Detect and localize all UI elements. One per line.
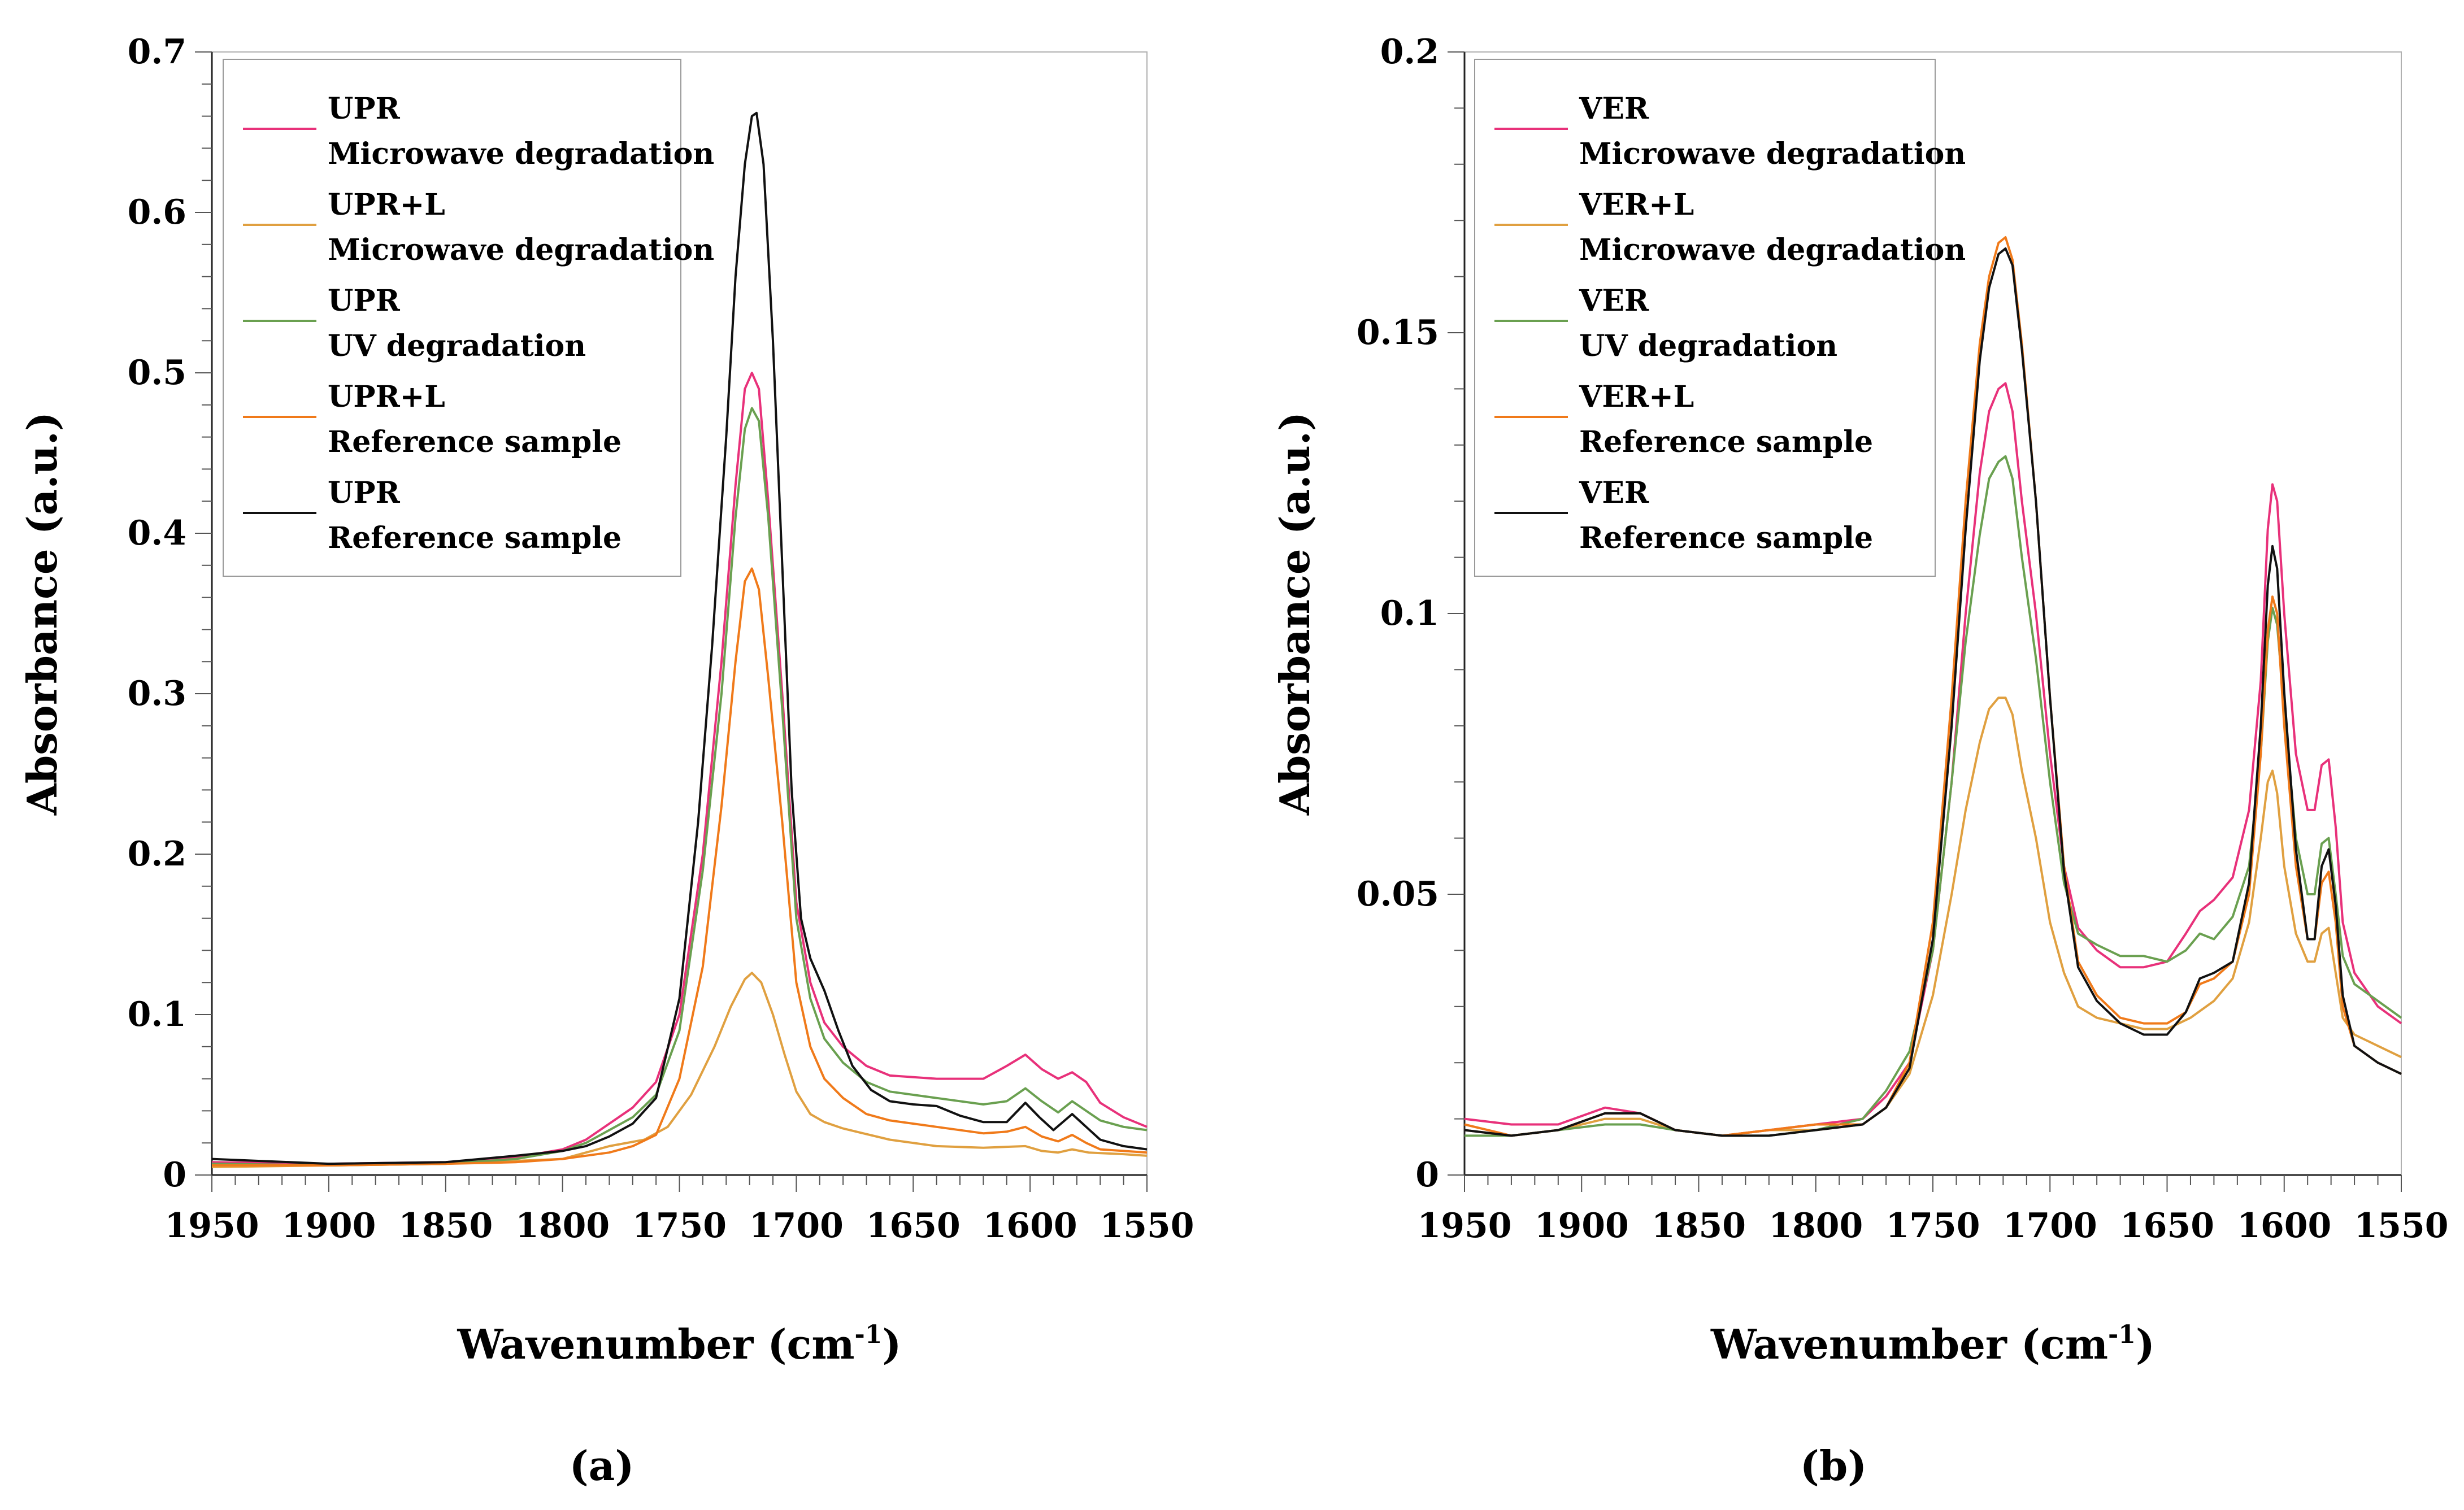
x-tick-label: 1800 <box>515 1206 610 1246</box>
series-line-4 <box>212 567 1148 1167</box>
x-tick-label: 1850 <box>1652 1206 1746 1246</box>
y-tick-label: 0.1 <box>1380 594 1439 633</box>
x-tick-label: 1900 <box>1535 1206 1629 1246</box>
y-tick-label: 0.2 <box>128 834 186 874</box>
legend-series-desc: UV degradation <box>328 329 586 363</box>
legend-series-desc: Microwave degradation <box>1579 233 1966 267</box>
series-line-1 <box>211 372 1148 1165</box>
legend-box <box>223 59 681 577</box>
legend-series-name: VER <box>1579 476 1649 510</box>
y-tick-label: 0.6 <box>128 193 186 232</box>
legend-series-desc: Reference sample <box>328 521 622 555</box>
legend-series-name: VER <box>1579 92 1649 126</box>
x-tick-label: 1750 <box>1886 1206 1980 1246</box>
x-tick-label: 1550 <box>1100 1206 1194 1246</box>
y-tick-label: 0.7 <box>128 32 186 72</box>
x-tick-label: 1900 <box>281 1206 376 1246</box>
legend-series-name: UPR+L <box>328 380 445 414</box>
legend: UPR Microwave degradation UPR+L Microwave d… <box>223 59 714 577</box>
x-tick-label: 1750 <box>632 1206 727 1246</box>
x-tick-label: 1650 <box>2120 1206 2214 1246</box>
x-tick-label: 1700 <box>749 1206 844 1246</box>
legend-series-desc: Reference sample <box>1579 521 1873 555</box>
y-tick-label: 0.5 <box>128 353 186 393</box>
x-tick-label: 1800 <box>1768 1206 1863 1246</box>
legend-series-name: VER+L <box>1579 380 1694 414</box>
y-tick-label: 0 <box>1415 1155 1439 1195</box>
x-tick-label: 1850 <box>398 1206 493 1246</box>
y-tick-label: 0.4 <box>128 514 186 553</box>
panel-label: (b) <box>1800 1442 1867 1490</box>
legend-series-desc: Reference sample <box>328 425 622 459</box>
x-axis-title: Wavenumber (cm-1) <box>457 1320 902 1368</box>
x-tick-label: 1650 <box>866 1206 961 1246</box>
legend-series-name: UPR <box>328 92 400 126</box>
x-tick-label: 1550 <box>2354 1206 2449 1246</box>
legend-series-desc: Reference sample <box>1579 425 1873 459</box>
y-tick-label: 0.15 <box>1357 313 1439 353</box>
y-axis-title: Absorbance (a.u.) <box>18 412 66 816</box>
legend-series-desc: UV degradation <box>1579 329 1837 363</box>
chart-panel-a: 1950 1900 1850 1800 1750 1700 1650 1600 1550 0 0.1… <box>18 32 1194 1490</box>
series-line-3 <box>211 407 1148 1167</box>
x-tick-label: 1600 <box>983 1206 1077 1246</box>
y-tick-label: 0 <box>163 1155 186 1195</box>
chart-panel-b: 1950 1900 1850 1800 1750 1700 1650 1600 1550 0 0.0… <box>1271 32 2449 1490</box>
legend-series-name: VER <box>1579 284 1649 318</box>
legend-series-name: UPR <box>328 476 400 510</box>
series-line-2 <box>211 972 1148 1168</box>
series-line-5 <box>211 111 1148 1165</box>
panel-label: (a) <box>570 1442 635 1490</box>
legend: VER Microwave degradation VER+L Microwave d… <box>1474 59 1966 577</box>
y-tick-label: 0.2 <box>1380 32 1439 72</box>
legend-series-desc: Microwave degradation <box>328 137 714 171</box>
series-line-5 <box>1464 247 2402 1137</box>
x-tick-label: 1950 <box>1418 1206 1512 1246</box>
x-tick-label: 1600 <box>2237 1206 2331 1246</box>
legend-series-desc: Microwave degradation <box>1579 137 1966 171</box>
y-tick-label: 0.1 <box>128 995 186 1034</box>
x-tick-label: 1700 <box>2003 1206 2097 1246</box>
legend-series-desc: Microwave degradation <box>328 233 714 267</box>
legend-series-name: UPR <box>328 284 400 318</box>
y-tick-label: 0.3 <box>128 674 186 713</box>
x-tick-label: 1950 <box>165 1206 259 1246</box>
legend-box <box>1474 59 1936 577</box>
y-axis-title: Absorbance (a.u.) <box>1271 412 1319 816</box>
legend-series-name: VER+L <box>1579 188 1694 222</box>
x-axis-title: Wavenumber (cm-1) <box>1710 1320 2155 1368</box>
y-tick-label: 0.05 <box>1357 874 1439 914</box>
legend-series-name: UPR+L <box>328 188 445 222</box>
